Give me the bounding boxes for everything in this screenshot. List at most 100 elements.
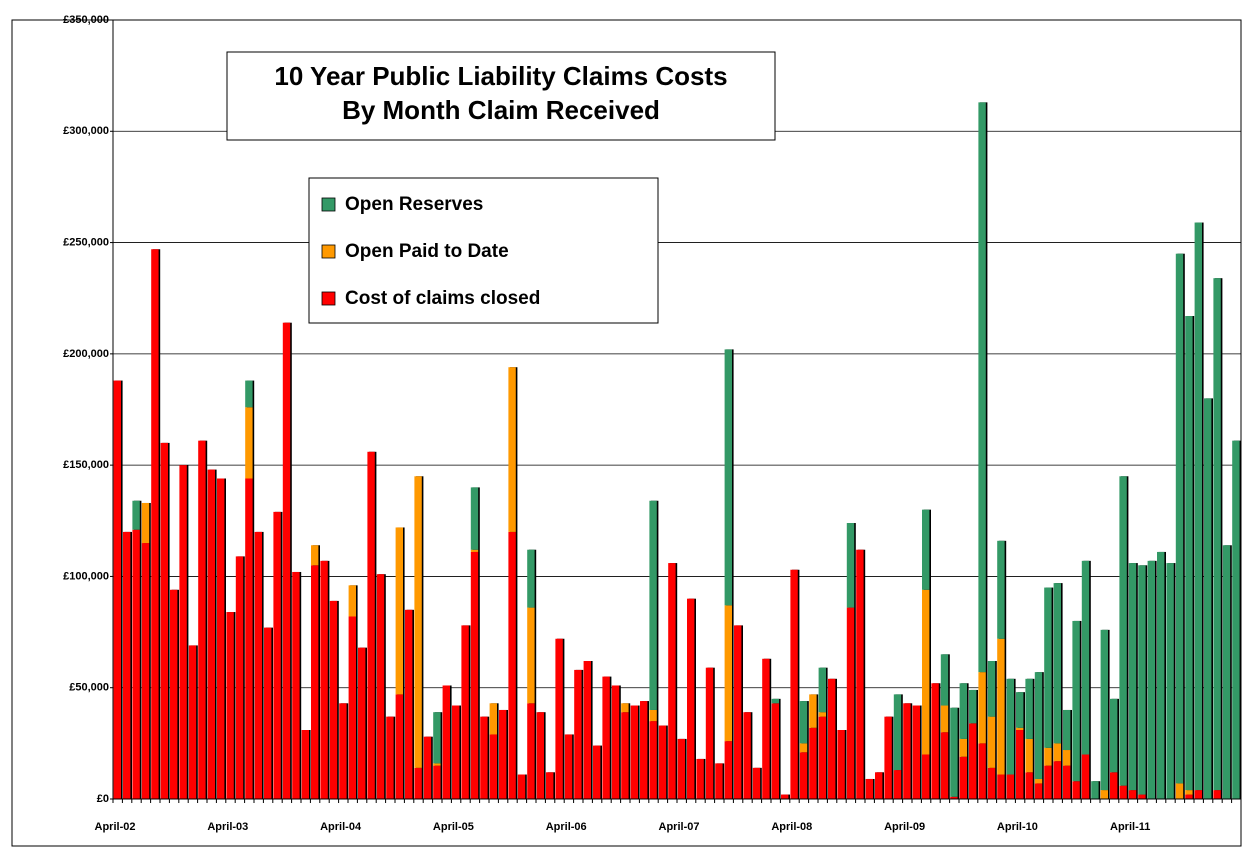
bar-segment [1034,672,1043,779]
bar-segment [433,763,441,766]
bar-segment [235,556,244,799]
y-tick-label: £300,000 [63,125,109,137]
bar-segment [1016,692,1024,728]
bars [113,102,1242,800]
bar-segment [1110,772,1118,799]
bar-segment [574,669,582,799]
bar-segment [207,469,215,799]
bar-segment [1034,778,1043,784]
bar-segment [1006,678,1014,775]
y-tick-label: £150,000 [63,459,109,471]
bar-segment [875,772,883,799]
chart-title: By Month Claim Received [342,95,660,125]
bar-segment [517,774,526,799]
bar-segment [273,511,281,799]
bar-segment [922,754,930,799]
bar-segment [1110,698,1118,773]
legend-label: Open Paid to Date [345,241,509,262]
legend-swatch [321,197,336,212]
bar-segment [997,540,1005,639]
bar-segment [555,638,563,799]
bar-segment [414,767,422,799]
bar-segment [452,705,460,799]
bar-segment [1072,781,1080,799]
bar-segment [1044,587,1052,748]
bar-segment [433,712,441,764]
y-tick-label: £200,000 [63,348,109,360]
bar-segment [1063,750,1071,766]
bar-segment [132,500,140,530]
bar-segment [141,502,150,544]
bar-segment [1175,253,1184,784]
bar-segment [508,367,516,532]
bar-segment [508,531,516,799]
bar-segment [1053,743,1061,762]
bar-segment [799,752,808,799]
bar-segment [348,585,356,617]
bar-segment [123,531,131,799]
bar-segment [846,607,855,799]
bar-segment [649,709,657,722]
bar-segment [677,738,685,799]
bar-segment [1053,761,1061,799]
x-tick-label: April-06 [546,821,587,833]
x-tick-label: April-04 [320,821,362,833]
y-tick-label: £50,000 [69,682,109,694]
bar-segment [1100,629,1108,791]
bar-segment [311,545,319,566]
bar-segment [527,549,535,608]
bar-segment [564,734,573,799]
bar-segment [997,774,1005,799]
bar-segment [771,698,779,704]
bar-segment [358,647,366,799]
bar-segment [724,349,732,606]
bar-segment [470,487,479,550]
bar-segment [593,745,601,799]
bar-segment [1128,790,1137,799]
bar-segment [367,451,375,799]
bar-segment [179,465,187,799]
bar-segment [386,716,394,799]
bar-segment [950,796,958,799]
y-tick-label: £250,000 [63,236,109,248]
bar-segment [950,707,958,797]
bar-segment [489,734,497,799]
bar-segment [1119,476,1127,786]
bar-segment [198,440,206,799]
bar-segment [423,736,432,799]
bar-segment [395,694,403,799]
bar-segment [1053,583,1061,744]
bar-segment [546,772,554,799]
bar-segment [170,589,178,799]
bar-segment [583,661,591,799]
bar-segment [376,574,385,799]
bar-segment [1025,678,1033,739]
bar-segment [1081,754,1090,799]
bar-segment [997,638,1005,775]
bar-segment [818,667,826,713]
bar-segment [405,609,413,799]
y-tick-label: £100,000 [63,570,109,582]
bar-segment [912,705,920,799]
bar-segment [536,712,544,799]
bar-segment [640,701,648,799]
title-box [226,51,776,141]
bar-segment [978,102,986,673]
bar-segment [320,560,328,799]
bar-segment [1175,783,1184,799]
bar-segment [809,727,817,799]
bar-segment [527,607,535,704]
y-tick-label: £0 [97,793,109,805]
x-tick-label: April-05 [433,821,474,833]
bar-segment [141,543,150,799]
bar-segment [1081,560,1090,755]
bar-segment [1091,781,1099,799]
bar-segment [903,703,911,799]
bar-segment [132,529,140,799]
bar-segment [696,758,704,799]
bar-segment [1044,747,1052,766]
bar-segment [245,380,253,408]
bar-segment [743,712,751,799]
bar-segment [987,767,996,799]
bar-segment [151,249,159,800]
